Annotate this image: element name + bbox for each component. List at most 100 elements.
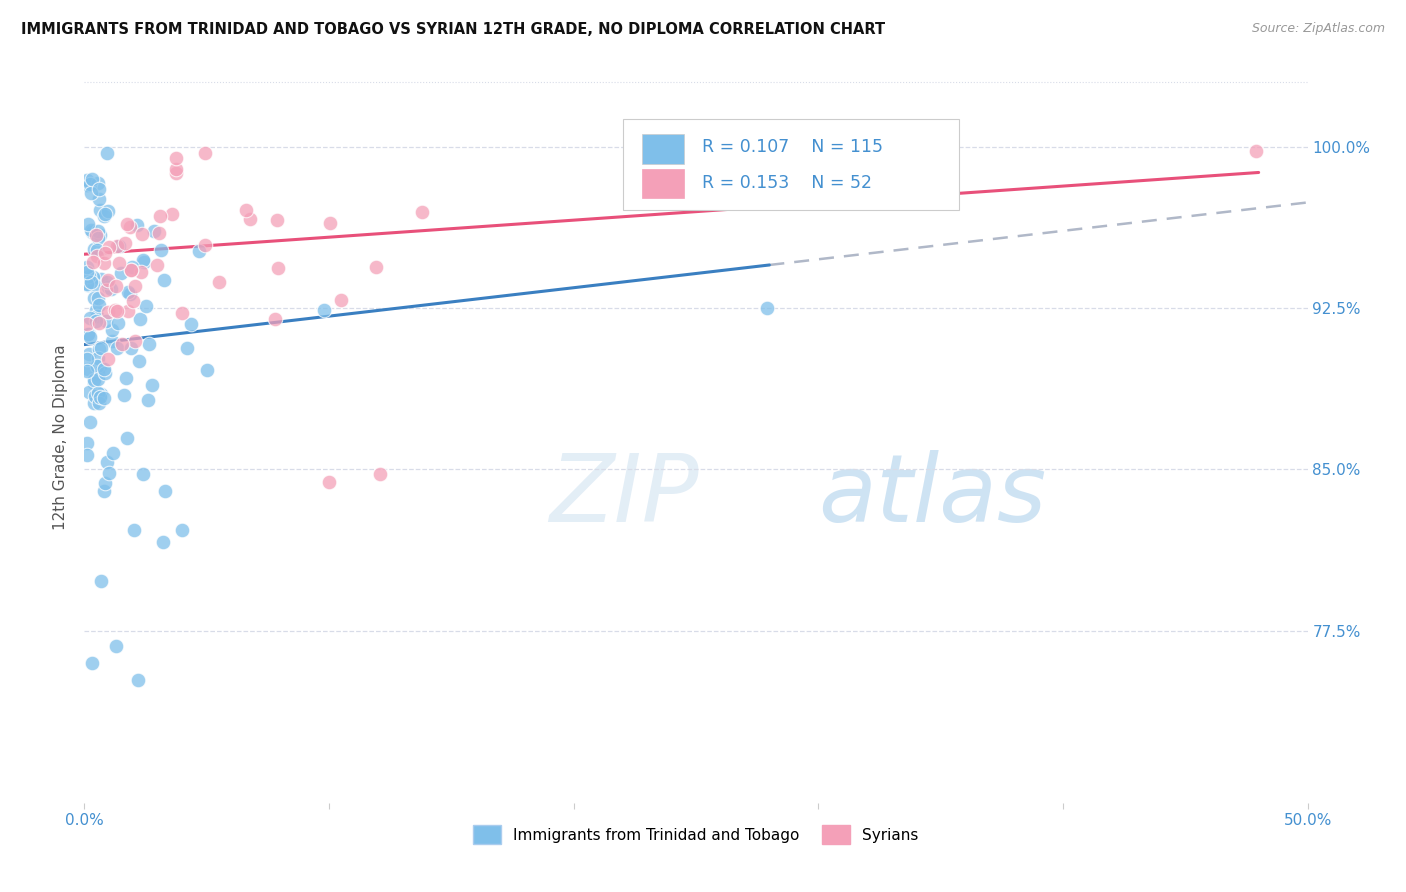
Point [77,347,100,361]
FancyBboxPatch shape [643,135,683,163]
Point [96,145,118,160]
Point [96,314,118,328]
FancyBboxPatch shape [643,169,683,198]
Point [86,249,108,263]
Point [318,475,340,490]
Point [83,373,105,387]
Point [87,351,110,366]
Point [141,377,163,392]
Point [79,177,101,191]
Point [100,323,122,337]
Point [89,202,111,217]
Point [1244,144,1267,158]
Point [83,278,105,293]
Point [132,252,155,267]
Point [80,656,103,670]
Point [87,176,110,190]
Point [107,316,129,330]
Point [129,264,152,278]
Point [100,282,122,296]
Point [76,351,98,366]
Point [329,293,352,307]
Point [105,303,128,318]
Point [266,212,288,227]
Text: R = 0.153    N = 52: R = 0.153 N = 52 [702,174,872,192]
Point [132,255,155,269]
Point [136,393,159,408]
Point [84,227,107,242]
Point [80,172,103,186]
Point [124,279,146,293]
Point [194,145,217,160]
Point [80,186,103,201]
Point [93,209,115,223]
Point [94,366,117,380]
Point [93,361,115,376]
Point [86,359,108,373]
Point [115,218,138,232]
Point [86,243,108,257]
Point [77,217,100,231]
Point [94,207,117,221]
Point [105,239,128,253]
Point [90,272,112,286]
Point [105,341,128,355]
Point [93,392,115,406]
Legend: Immigrants from Trinidad and Tobago, Syrians: Immigrants from Trinidad and Tobago, Syr… [467,819,925,850]
Point [76,436,98,450]
Point [235,202,257,217]
Point [87,316,110,330]
Point [93,476,115,491]
Point [87,342,110,356]
Point [89,391,111,405]
Point [135,299,157,313]
Point [114,235,136,250]
Point [83,388,105,402]
Point [96,454,118,468]
Point [364,260,387,275]
Point [194,238,217,252]
Point [93,256,115,270]
Point [76,364,98,378]
Point [77,277,100,292]
Point [84,314,107,328]
Point [77,327,100,342]
Point [165,151,187,165]
Point [90,574,112,589]
Point [314,303,336,318]
Point [117,303,139,318]
Point [149,243,172,257]
Point [97,240,120,254]
Point [208,275,231,289]
Point [87,366,110,380]
Text: Source: ZipAtlas.com: Source: ZipAtlas.com [1251,22,1385,36]
Point [370,467,392,481]
Point [153,273,176,287]
Point [180,317,202,331]
Point [97,305,120,319]
Point [87,395,110,409]
Point [138,337,160,351]
Point [165,166,187,180]
Point [87,291,110,305]
Point [172,523,194,537]
Point [187,244,209,259]
Point [127,673,149,688]
Point [153,483,176,498]
Point [86,372,108,386]
Point [89,227,111,242]
Point [108,256,131,270]
Point [90,341,112,355]
Point [83,376,105,390]
FancyBboxPatch shape [623,119,959,211]
Point [82,270,104,285]
Point [118,220,141,235]
Point [87,192,110,206]
Point [77,268,100,283]
Point [131,227,153,241]
Point [122,294,145,309]
Point [79,415,101,429]
Point [115,431,138,445]
Point [97,351,120,366]
Point [76,178,98,192]
